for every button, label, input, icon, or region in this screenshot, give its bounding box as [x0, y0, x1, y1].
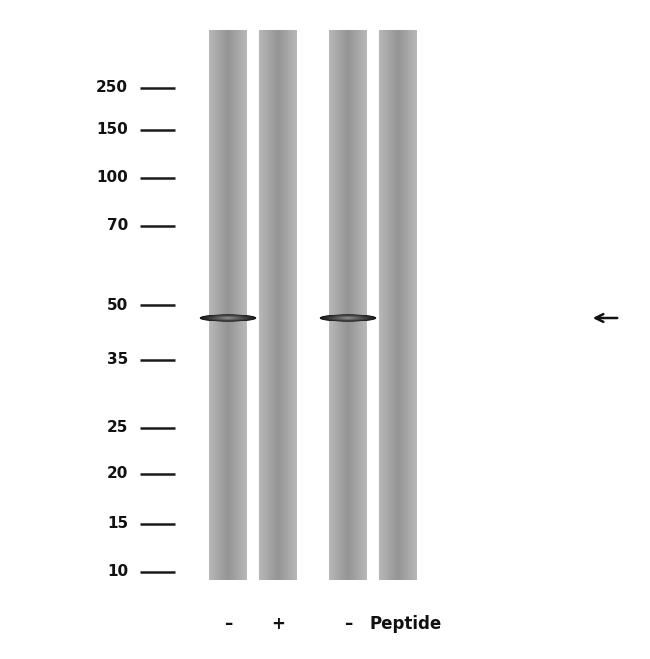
Ellipse shape — [217, 317, 239, 319]
Ellipse shape — [204, 316, 252, 320]
Ellipse shape — [341, 318, 355, 319]
Text: –: – — [224, 615, 232, 633]
Ellipse shape — [216, 317, 240, 319]
Ellipse shape — [220, 317, 236, 319]
Ellipse shape — [213, 316, 243, 320]
Ellipse shape — [214, 316, 242, 320]
Ellipse shape — [218, 317, 238, 319]
Ellipse shape — [339, 317, 357, 319]
Ellipse shape — [322, 316, 373, 320]
Ellipse shape — [328, 316, 368, 320]
Ellipse shape — [325, 316, 371, 320]
Ellipse shape — [327, 316, 369, 320]
Ellipse shape — [338, 317, 358, 319]
Ellipse shape — [320, 315, 376, 321]
Text: 15: 15 — [107, 517, 128, 532]
Ellipse shape — [214, 317, 241, 320]
Ellipse shape — [211, 316, 244, 320]
Text: 250: 250 — [96, 80, 128, 96]
Ellipse shape — [337, 317, 359, 319]
Ellipse shape — [335, 317, 361, 320]
Ellipse shape — [211, 316, 246, 320]
Ellipse shape — [200, 315, 255, 321]
Ellipse shape — [330, 316, 365, 320]
Ellipse shape — [341, 317, 356, 319]
Ellipse shape — [208, 316, 248, 320]
Ellipse shape — [207, 316, 249, 320]
Ellipse shape — [333, 316, 363, 320]
Ellipse shape — [330, 316, 367, 320]
Text: 70: 70 — [107, 219, 128, 233]
Ellipse shape — [222, 318, 235, 319]
Text: 20: 20 — [107, 467, 128, 482]
Ellipse shape — [324, 316, 372, 320]
Ellipse shape — [219, 317, 237, 319]
Ellipse shape — [202, 316, 254, 321]
Ellipse shape — [206, 316, 250, 320]
Text: 150: 150 — [96, 123, 128, 138]
Text: 35: 35 — [107, 353, 128, 368]
Text: +: + — [271, 615, 285, 633]
Ellipse shape — [332, 316, 365, 320]
Text: 100: 100 — [96, 171, 128, 185]
Ellipse shape — [209, 316, 247, 320]
Text: 25: 25 — [107, 420, 128, 436]
Text: 10: 10 — [107, 565, 128, 579]
Text: –: – — [344, 615, 352, 633]
Text: 50: 50 — [107, 297, 128, 312]
Ellipse shape — [203, 316, 254, 320]
Ellipse shape — [326, 316, 370, 320]
Text: Peptide: Peptide — [370, 615, 442, 633]
Ellipse shape — [322, 316, 374, 321]
Ellipse shape — [333, 316, 362, 320]
Ellipse shape — [336, 317, 360, 319]
Ellipse shape — [205, 316, 251, 320]
